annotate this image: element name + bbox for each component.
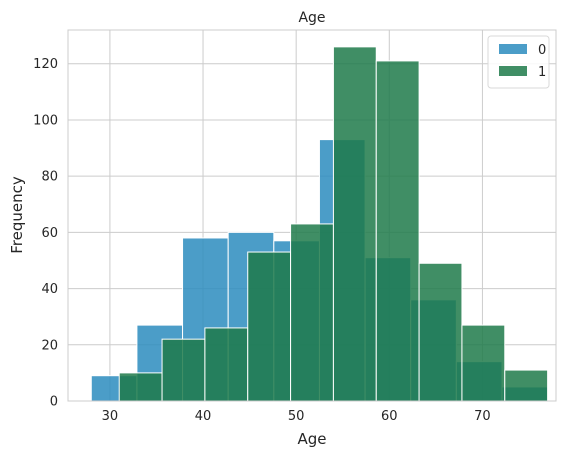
plot-frame [67,29,557,402]
grid-lines [68,30,556,402]
x-tick-label: 50 [288,409,305,424]
x-tick-label: 60 [381,409,398,424]
y-tick-label: 60 [41,226,58,241]
chart-title: Age [298,10,325,26]
x-tick-label: 40 [195,409,212,424]
y-tick-label: 100 [33,113,58,128]
x-tick-labels: 30 40 50 60 70 [102,409,491,424]
legend-swatch-1 [499,66,527,76]
legend-swatch-0 [499,44,527,54]
y-tick-label: 20 [41,338,58,353]
series-1-bar [418,262,463,402]
legend-label-0: 0 [538,43,546,58]
series-1-bar [461,324,506,402]
y-tick-label: 120 [33,57,58,72]
series-1-bars [118,46,549,402]
series-1-bar [204,327,249,402]
series-1-bar [504,369,549,402]
y-tick-labels: 0 20 40 60 80 100 120 [33,57,58,409]
series-1-bar [118,372,163,402]
x-axis-label: Age [297,430,326,448]
series-1-bar [247,251,292,402]
y-tick-label: 40 [41,282,58,297]
legend-label-1: 1 [538,65,546,80]
x-tick-label: 30 [102,409,119,424]
y-axis-label: Frequency [8,176,26,254]
series-1-bar [161,338,206,402]
legend: 0 1 [487,35,550,89]
series-1-bar [290,223,334,402]
y-tick-label: 0 [50,395,58,410]
x-tick-label: 70 [474,409,491,424]
series-1-bar [332,46,377,402]
y-tick-label: 80 [41,170,58,185]
series-1-bar [375,60,420,402]
